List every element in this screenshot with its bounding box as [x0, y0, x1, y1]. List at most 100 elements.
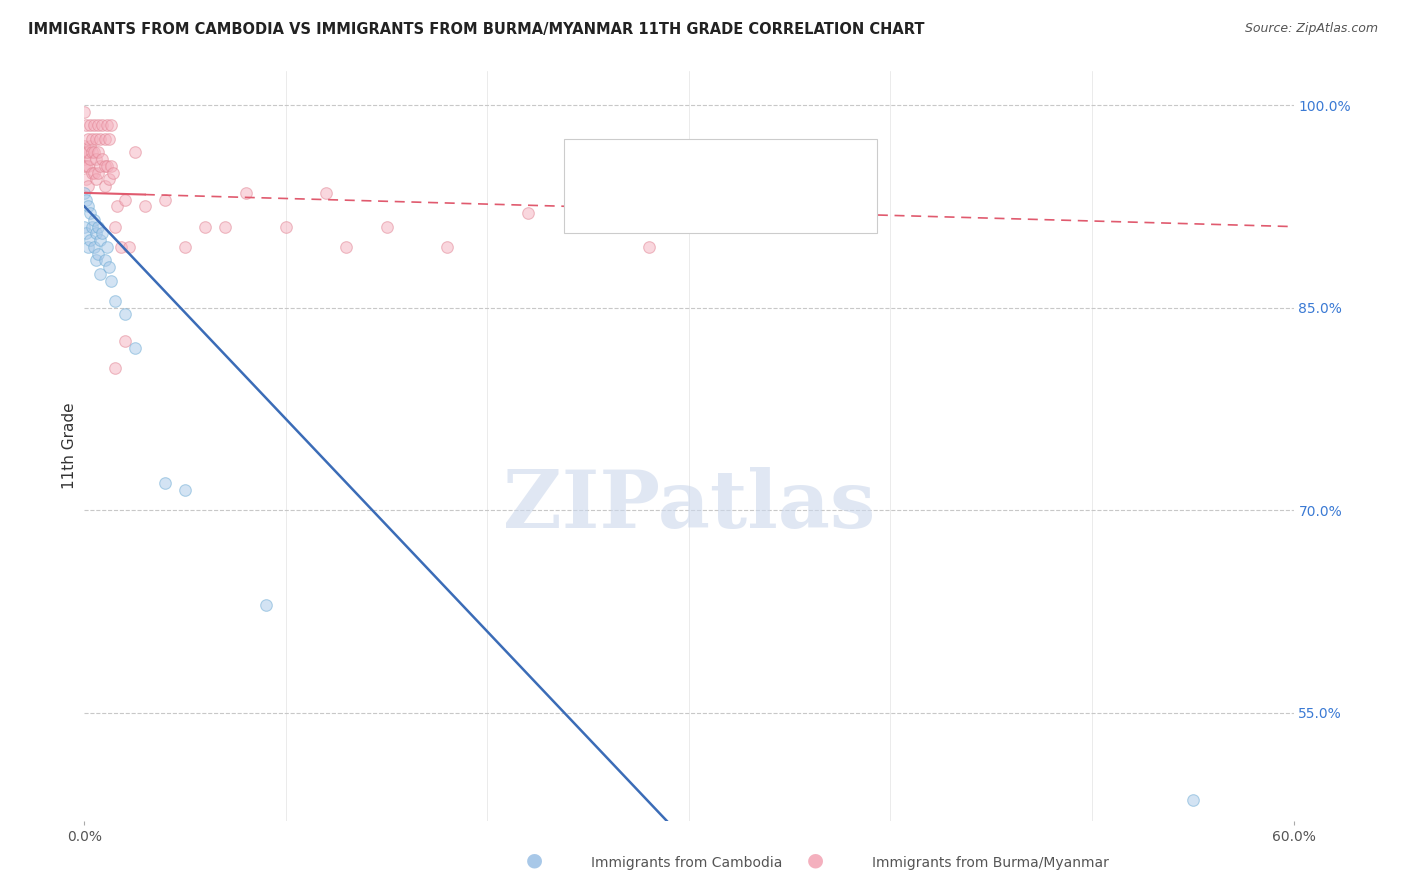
Point [274, 219, 297, 234]
Point [110, 240, 132, 254]
Point [82, 132, 104, 146]
Point [77, 159, 100, 173]
Point [79, 138, 101, 153]
Point [96, 240, 118, 254]
Point [576, 186, 599, 200]
Point [1181, 793, 1204, 807]
Point [75, 193, 97, 207]
Point [97, 260, 120, 274]
Point [214, 219, 236, 234]
Point [73, 104, 96, 119]
Point [87, 166, 110, 180]
Point [87, 145, 110, 160]
Point [174, 240, 197, 254]
Point [235, 186, 257, 200]
Point [100, 159, 122, 173]
Point [153, 193, 176, 207]
Point [89, 233, 111, 247]
Point [114, 193, 136, 207]
Point [93, 179, 115, 194]
Point [114, 334, 136, 349]
Point [73, 159, 96, 173]
Point [104, 361, 127, 376]
Point [124, 145, 146, 160]
Point [114, 307, 136, 321]
Text: N =: N = [765, 200, 799, 214]
Point [375, 219, 398, 234]
Point [73, 186, 96, 200]
Point [83, 119, 105, 133]
Text: ●: ● [807, 851, 824, 870]
Y-axis label: 11th Grade: 11th Grade [62, 402, 77, 490]
Point [637, 240, 659, 254]
Point [516, 206, 538, 220]
Point [194, 219, 217, 234]
Point [124, 341, 146, 355]
Point [91, 227, 114, 241]
Point [118, 240, 141, 254]
Point [100, 274, 122, 288]
Point [77, 179, 100, 194]
Point [79, 206, 101, 220]
Point [97, 132, 120, 146]
Point [73, 152, 96, 166]
Point [77, 132, 100, 146]
Point [83, 145, 105, 160]
Text: R =: R = [617, 200, 650, 214]
Point [105, 199, 128, 213]
Point [100, 119, 122, 133]
Text: Immigrants from Burma/Myanmar: Immigrants from Burma/Myanmar [872, 855, 1108, 870]
Point [91, 152, 114, 166]
Point [104, 293, 127, 308]
Point [79, 233, 101, 247]
Point [89, 159, 111, 173]
Point [89, 267, 111, 281]
Text: 30: 30 [815, 159, 837, 174]
Point [83, 212, 105, 227]
Point [254, 598, 277, 612]
Point [87, 246, 110, 260]
Text: -0.771: -0.771 [671, 159, 724, 174]
Point [335, 240, 357, 254]
Point [153, 476, 176, 491]
Point [134, 199, 156, 213]
Point [75, 172, 97, 186]
Point [79, 152, 101, 166]
Point [79, 119, 101, 133]
Point [89, 132, 111, 146]
Text: Immigrants from Cambodia: Immigrants from Cambodia [591, 855, 782, 870]
Text: -0.035: -0.035 [671, 200, 724, 214]
Point [96, 119, 118, 133]
Text: ●: ● [526, 851, 543, 870]
Point [96, 159, 118, 173]
Point [97, 172, 120, 186]
Point [82, 145, 104, 160]
Point [579, 158, 602, 172]
Text: Source: ZipAtlas.com: Source: ZipAtlas.com [1244, 22, 1378, 36]
Point [579, 198, 602, 212]
Point [86, 132, 108, 146]
Point [75, 159, 97, 173]
Point [75, 145, 97, 160]
Point [77, 240, 100, 254]
Point [86, 227, 108, 241]
Point [83, 166, 105, 180]
Point [315, 186, 337, 200]
Point [77, 145, 100, 160]
Point [91, 119, 114, 133]
Point [82, 219, 104, 234]
Point [436, 240, 458, 254]
Text: ZIPatlas: ZIPatlas [503, 467, 875, 545]
Point [86, 253, 108, 268]
Point [101, 166, 124, 180]
Text: R =: R = [617, 159, 650, 174]
Point [87, 119, 110, 133]
Text: 63: 63 [815, 200, 837, 214]
Point [87, 219, 110, 234]
Point [104, 219, 127, 234]
Point [93, 132, 115, 146]
Point [93, 253, 115, 268]
Point [77, 199, 100, 213]
Point [174, 483, 197, 497]
Point [73, 219, 96, 234]
